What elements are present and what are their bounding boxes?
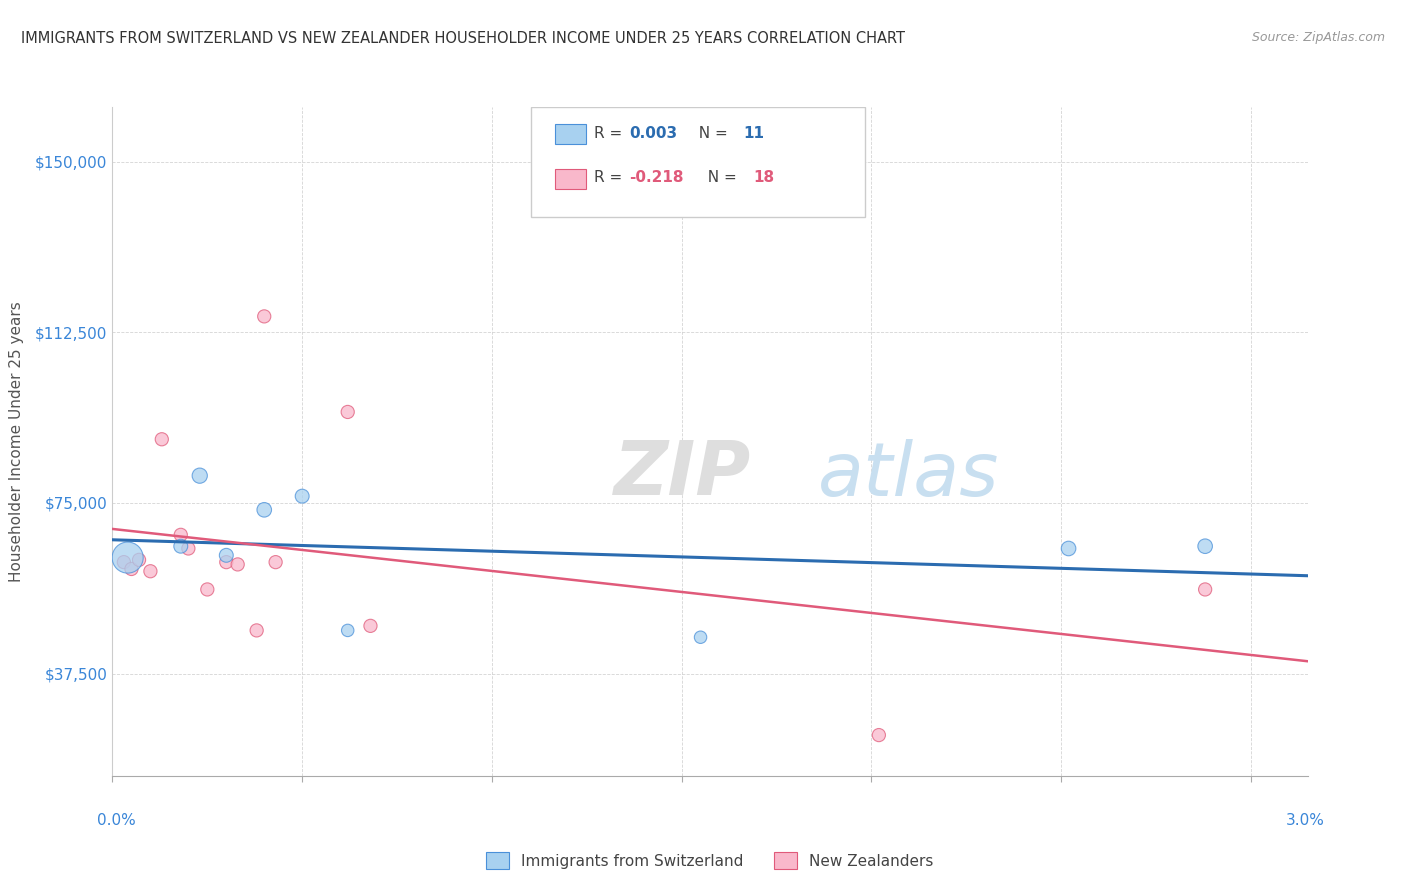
Text: R =: R = xyxy=(595,126,627,141)
Text: -0.218: -0.218 xyxy=(628,170,683,186)
Point xyxy=(291,489,314,503)
Text: atlas: atlas xyxy=(818,439,1000,511)
Point xyxy=(1194,582,1216,597)
Text: IMMIGRANTS FROM SWITZERLAND VS NEW ZEALANDER HOUSEHOLDER INCOME UNDER 25 YEARS C: IMMIGRANTS FROM SWITZERLAND VS NEW ZEALA… xyxy=(21,31,905,46)
Text: ZIP: ZIP xyxy=(614,439,752,511)
Point xyxy=(1194,539,1216,553)
Point xyxy=(215,555,238,569)
FancyBboxPatch shape xyxy=(554,124,586,144)
Point xyxy=(150,432,173,446)
Point xyxy=(1057,541,1080,556)
Point xyxy=(117,550,139,565)
Point xyxy=(253,503,276,517)
Text: 0.003: 0.003 xyxy=(628,126,676,141)
Text: N =: N = xyxy=(689,126,733,141)
Point xyxy=(246,624,269,638)
Point xyxy=(188,468,211,483)
Text: 3.0%: 3.0% xyxy=(1285,814,1324,828)
Point xyxy=(112,555,135,569)
Point xyxy=(359,619,381,633)
Text: R =: R = xyxy=(595,170,627,186)
Point xyxy=(177,541,200,556)
Point xyxy=(253,310,276,324)
FancyBboxPatch shape xyxy=(531,107,866,218)
Point xyxy=(139,564,162,578)
Point xyxy=(195,582,218,597)
Text: N =: N = xyxy=(699,170,742,186)
Point xyxy=(336,405,359,419)
Y-axis label: Householder Income Under 25 years: Householder Income Under 25 years xyxy=(8,301,24,582)
Text: 0.0%: 0.0% xyxy=(97,814,136,828)
Point xyxy=(215,549,238,563)
Point xyxy=(689,630,711,644)
Point xyxy=(264,555,287,569)
Point xyxy=(226,558,249,572)
Point xyxy=(336,624,359,638)
Point xyxy=(170,539,193,553)
Point xyxy=(170,528,193,542)
FancyBboxPatch shape xyxy=(554,169,586,189)
Text: 18: 18 xyxy=(754,170,775,186)
Text: Source: ZipAtlas.com: Source: ZipAtlas.com xyxy=(1251,31,1385,45)
Point xyxy=(868,728,890,742)
Point xyxy=(128,553,150,567)
Legend: Immigrants from Switzerland, New Zealanders: Immigrants from Switzerland, New Zealand… xyxy=(479,846,941,875)
Text: 11: 11 xyxy=(744,126,765,141)
Point xyxy=(120,562,142,576)
